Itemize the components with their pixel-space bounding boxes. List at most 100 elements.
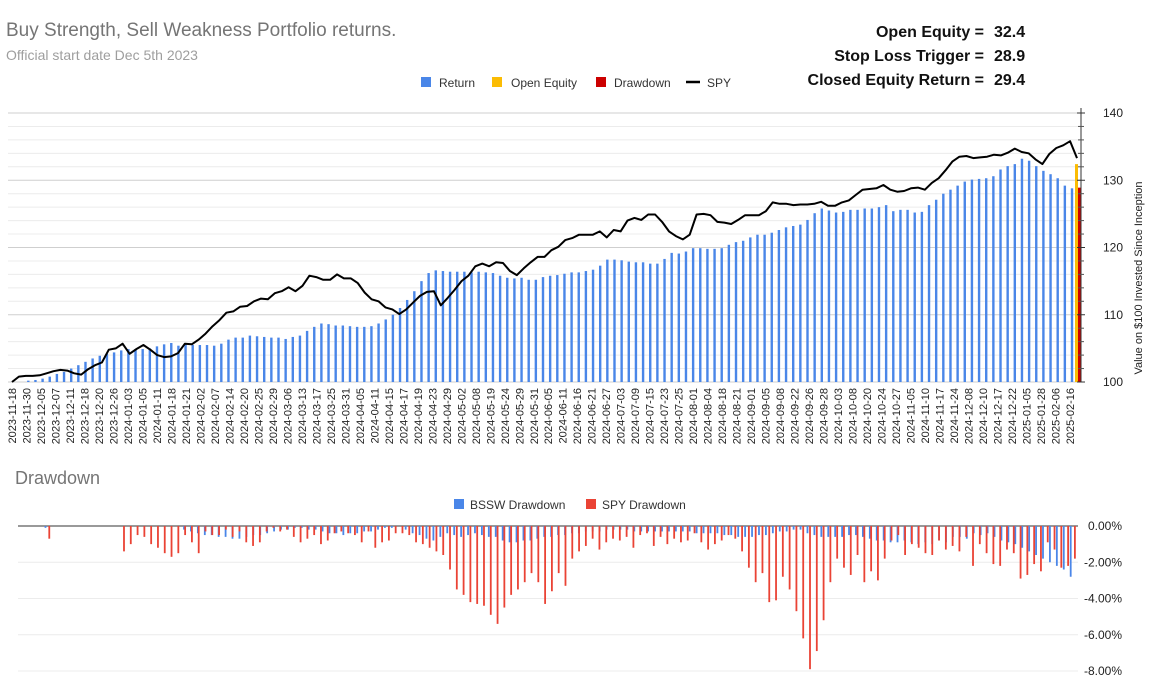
bssw-drawdown-bar [799,526,802,530]
x-tick-label: 2024-02-14 [224,388,236,444]
x-tick-label: 2023-12-11 [65,388,77,443]
bssw-drawdown-bar [882,526,885,541]
return-bar [770,232,773,382]
x-tick-label: 2024-06-27 [601,388,613,444]
x-tick-label: 2024-11-10 [920,388,932,443]
return-bar [334,325,337,382]
bssw-drawdown-bar [875,526,878,541]
return-bar [27,380,30,382]
return-bar [1013,164,1017,382]
bssw-drawdown-bar [460,526,463,537]
return-bar [699,248,702,382]
return-bar [992,176,995,382]
x-tick-label: 2024-07-25 [674,388,686,444]
spy-drawdown-bar [809,526,811,670]
x-tick-label: 2024-07-09 [630,388,642,444]
spy-drawdown-bar [191,526,193,543]
return-bar [377,323,380,382]
spy-drawdown-bar [428,526,431,548]
return-bar [177,345,180,382]
bssw-drawdown-bar [654,526,656,532]
bssw-drawdown-bar [1055,526,1058,566]
spy-drawdown-bar [1006,526,1008,550]
spy-drawdown-bar [455,526,458,590]
spy-drawdown-bar [652,526,655,546]
return-bar [427,273,430,382]
spy-drawdown-bar [123,526,125,552]
spy-drawdown-bar [1060,526,1063,568]
spy-drawdown-bar [218,526,220,536]
x-tick-label: 2024-04-17 [398,388,410,444]
x-tick-label: 2024-09-08 [775,388,787,444]
x-tick-label: 2023-11-30 [22,388,34,443]
return-bar [227,339,230,382]
x-tick-label: 2023-12-05 [36,388,48,444]
legend-drawdown-label: Drawdown [614,76,671,90]
return-bar [763,234,766,382]
bssw-drawdown-bar [1035,526,1037,555]
y-tick-label: 120 [1103,241,1123,255]
spy-line [11,140,1078,383]
return-bar [749,237,752,382]
spy-drawdown-bar [1040,526,1042,572]
spy-drawdown-bar [286,526,288,530]
bssw-drawdown-bar [758,526,760,536]
return-bar [949,189,952,382]
x-tick-label: 2024-02-07 [210,388,222,444]
bssw-drawdown-bar [861,526,864,537]
stat-stop-loss: Stop Loss Trigger = 28.9 [780,48,1050,72]
spy-drawdown-bar [605,526,608,543]
spy-drawdown-bar [754,526,757,583]
x-tick-label: 2024-08-01 [688,388,700,444]
return-bar [112,352,116,382]
x-tick-label: 2024-07-23 [659,388,671,444]
spy-drawdown-bar [680,526,682,543]
bssw-drawdown-bar [238,526,241,539]
x-tick-label: 2024-03-13 [297,388,309,444]
spy-drawdown-bar [870,526,873,572]
return-bar [477,271,480,382]
return-bar [198,345,202,382]
bssw-drawdown-bar [287,526,289,530]
spy-drawdown-bar [258,526,261,543]
return-bar [934,199,938,382]
drawdown-y-axis: 0.00% -2.00% -4.00% -6.00% -8.00% [1084,519,1122,678]
return-bar [413,291,416,382]
spy-drawdown-bar [978,526,981,545]
spy-drawdown-bar [1067,526,1070,566]
spy-drawdown-bar [510,526,513,595]
bssw-drawdown-bar [494,526,497,537]
return-bar [234,337,237,382]
spy-drawdown-bar [564,526,567,586]
spy-drawdown-bar [714,526,716,545]
returns-x-axis: 2023-11-18 2023-11-30 2023-12-05 2023-12-07… [7,388,1077,444]
x-tick-label: 2024-02-02 [195,388,207,444]
spy-drawdown-bar [897,526,900,536]
bssw-drawdown-bar [709,526,712,534]
return-bar [370,326,373,382]
x-tick-label: 2024-05-19 [485,388,497,444]
return-bar [291,336,294,382]
spy-drawdown-bar [306,526,309,539]
return-bar [863,208,866,382]
returns-legend: Return Open Equity Drawdown SPY [421,76,731,90]
return-bar [556,275,559,382]
return-bar [570,272,573,382]
spy-drawdown-bar [476,526,479,604]
return-bar [899,209,902,382]
return-bar [741,240,745,382]
spy-drawdown-bar [700,526,703,543]
return-bar [148,348,152,382]
spy-drawdown-bar [578,526,580,552]
spy-drawdown-bar [408,526,411,536]
y-tick-label: -2.00% [1084,555,1122,569]
x-tick-label: 2024-11-05 [906,388,918,443]
bssw-drawdown-bar [474,526,476,534]
spy-drawdown-bar [1053,526,1056,550]
spy-drawdown-bar [768,526,771,603]
open-equity-bar [1075,164,1078,382]
spy-drawdown-bar [150,526,153,545]
x-tick-label: 2025-01-28 [1036,388,1048,444]
return-bar [970,179,974,382]
